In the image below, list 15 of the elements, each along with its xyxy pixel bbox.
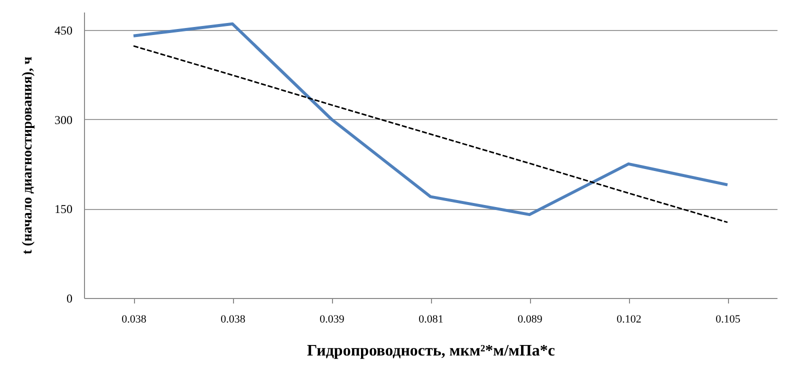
- y-tick-label: 300: [54, 112, 72, 127]
- y-tick-label: 450: [54, 23, 72, 38]
- y-axis-title: t (начало диагностирования), ч: [20, 56, 36, 254]
- y-tick-label: 150: [54, 202, 72, 216]
- x-tick-label: 0.105: [716, 314, 741, 326]
- x-tick-label: 0.039: [320, 314, 345, 326]
- x-axis-title: Гидропроводность, мкм²*м/мПа*с: [307, 342, 555, 360]
- x-tick-label: 0.081: [418, 314, 444, 326]
- x-tick-label: 0.102: [616, 314, 642, 326]
- y-tick-label: 0: [66, 292, 72, 306]
- line-series: [132, 45, 728, 224]
- x-tick-label: 0.038: [220, 314, 246, 326]
- line-series: [132, 22, 729, 216]
- x-tick-label: 0.089: [518, 314, 543, 326]
- x-tick-label: 0.038: [122, 314, 147, 326]
